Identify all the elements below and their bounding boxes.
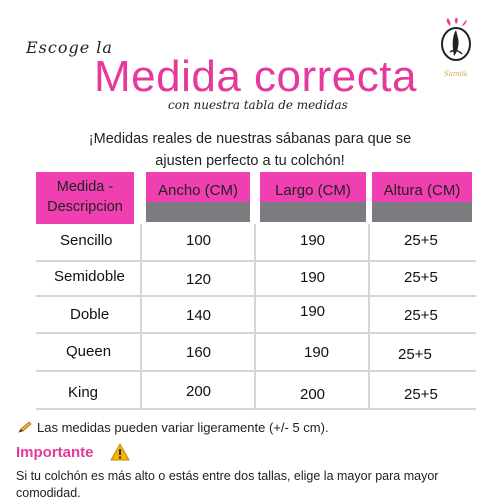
cell-medida: Semidoble: [54, 268, 125, 285]
cell-medida: Sencillo: [60, 232, 113, 249]
header-label-largo: Largo (CM): [275, 182, 351, 199]
header-bar: [260, 202, 366, 222]
important-title: Importante: [16, 444, 94, 461]
measurement-note: Las medidas pueden variar ligeramente (+…: [18, 420, 329, 435]
intro-text: ¡Medidas reales de nuestras sábanas para…: [0, 128, 500, 172]
cell-altura: 25+5: [398, 346, 432, 363]
svg-text:Sami&: Sami&: [444, 70, 468, 78]
size-table: Medida - Descripcion Ancho (CM) Largo (C…: [36, 172, 476, 412]
cell-medida: Queen: [66, 343, 112, 360]
pencil-icon: [18, 421, 32, 433]
row-divider: [36, 332, 476, 334]
note-text: Las medidas pueden variar ligeramente (+…: [37, 420, 329, 435]
column-divider: [254, 224, 256, 410]
column-divider: [140, 224, 142, 410]
row-divider: [36, 408, 476, 410]
cell-largo: 200: [300, 386, 326, 403]
row-divider: [36, 370, 476, 372]
cell-ancho: 160: [186, 344, 212, 361]
cell-medida: King: [68, 384, 99, 401]
header-bar: [372, 202, 472, 222]
cell-altura: 25+5: [404, 269, 438, 286]
cell-ancho: 100: [186, 232, 212, 249]
header-label-ancho: Ancho (CM): [157, 182, 239, 199]
cell-largo: 190: [300, 269, 326, 286]
row-divider: [36, 295, 476, 297]
header-label-medida: Medida -: [56, 179, 114, 195]
cell-altura: 25+5: [404, 386, 438, 403]
intro-line-1: ¡Medidas reales de nuestras sábanas para…: [88, 131, 412, 147]
header-ancho: Ancho (CM): [146, 172, 250, 222]
cell-largo: 190: [300, 303, 326, 320]
page-title: Medida correcta: [94, 52, 417, 101]
script-top: Escoge la: [26, 38, 113, 57]
header-bar: [146, 202, 250, 222]
row-divider: [36, 260, 476, 262]
header-altura: Altura (CM): [372, 172, 472, 222]
cell-altura: 25+5: [404, 232, 438, 249]
header-medida: Medida - Descripcion: [36, 172, 134, 224]
cell-ancho: 200: [186, 383, 212, 400]
cell-altura: 25+5: [404, 307, 438, 324]
warning-icon: [110, 443, 130, 461]
cell-ancho: 140: [186, 307, 212, 324]
cell-largo: 190: [304, 344, 330, 361]
header-label-descripcion: Descripcion: [47, 199, 123, 215]
column-divider: [368, 224, 370, 410]
intro-line-2: ajusten perfecto a tu colchón!: [155, 153, 345, 169]
header-label-altura: Altura (CM): [383, 182, 461, 199]
cell-largo: 190: [300, 232, 326, 249]
cell-medida: Doble: [70, 306, 110, 323]
important-text: Si tu colchón es más alto o estás entre …: [16, 469, 439, 500]
cell-ancho: 120: [186, 271, 212, 288]
page-subtitle: con nuestra tabla de medidas: [168, 98, 348, 112]
header-largo: Largo (CM): [260, 172, 366, 222]
brand-logo-icon: Sami&: [441, 18, 471, 78]
